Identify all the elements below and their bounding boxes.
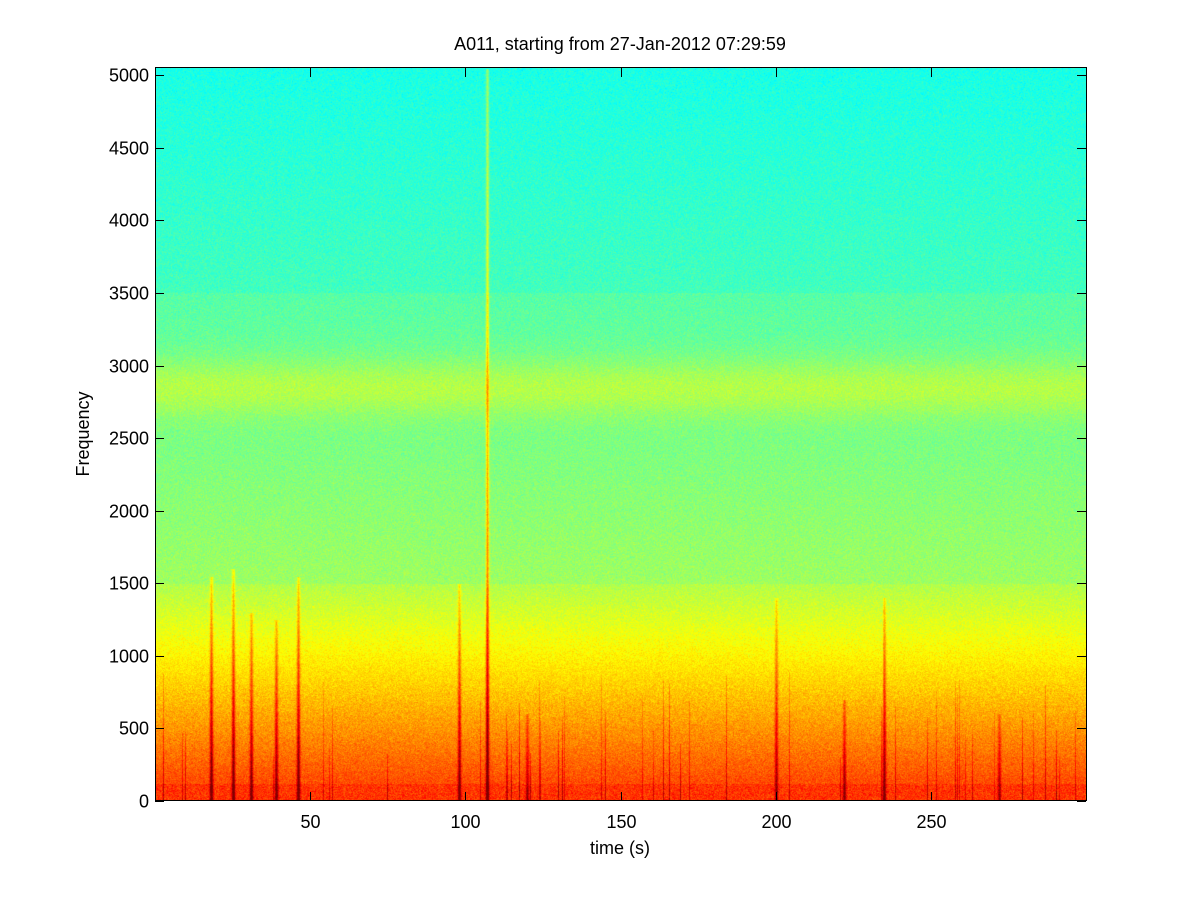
- y-tick-label: 3500: [109, 284, 149, 304]
- y-tick-label: 500: [119, 719, 149, 739]
- y-tick-label: 1500: [109, 574, 149, 594]
- spectrogram-image: [155, 68, 1086, 801]
- y-tick-label: 4000: [109, 211, 149, 231]
- x-tick-label: 200: [761, 812, 791, 832]
- y-tick-label: 5000: [109, 66, 149, 86]
- y-axis: 0 500 1000 1500 2000 2500 3000 3500 4000 4500 5000: [109, 66, 1086, 812]
- y-tick-label: 4500: [109, 139, 149, 159]
- x-axis: 50 100 150 200 250: [300, 68, 947, 832]
- x-axis-label: time (s): [590, 838, 650, 858]
- x-tick-label: 100: [450, 812, 480, 832]
- spectrogram-image-container: [155, 68, 1086, 801]
- chart-title: A011, starting from 27-Jan-2012 07:29:59: [454, 34, 786, 54]
- y-tick-label: 3000: [109, 357, 149, 377]
- y-axis-label: Frequency: [73, 391, 93, 476]
- y-tick-label: 2500: [109, 429, 149, 449]
- x-tick-label: 250: [916, 812, 946, 832]
- y-tick-label: 1000: [109, 647, 149, 667]
- x-tick-label: 150: [606, 812, 636, 832]
- x-tick-label: 50: [300, 812, 320, 832]
- y-tick-label: 0: [139, 792, 149, 812]
- y-tick-label: 2000: [109, 502, 149, 522]
